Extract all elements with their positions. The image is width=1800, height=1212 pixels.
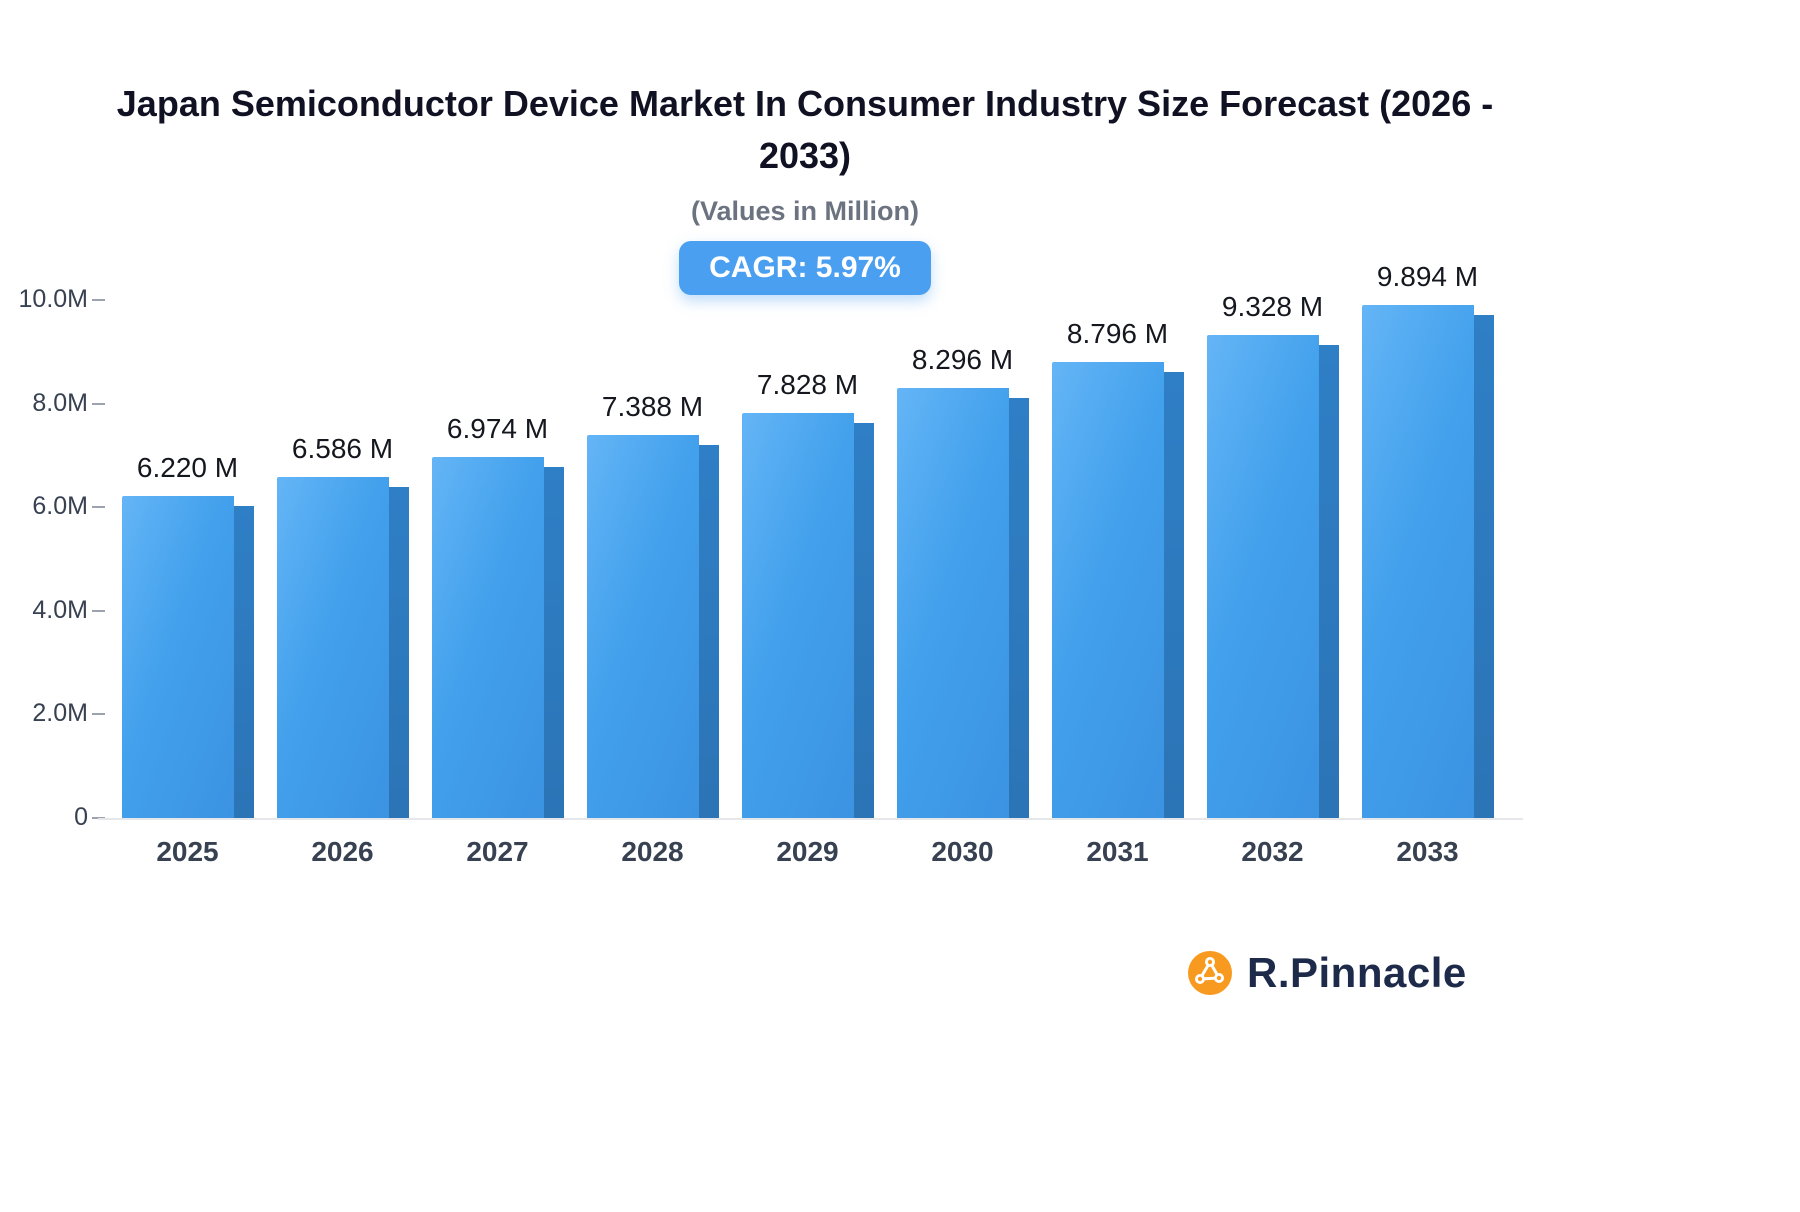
bar	[1206, 334, 1319, 818]
bar-value-label: 6.586 M	[291, 432, 394, 464]
bar-side-face	[1318, 344, 1339, 818]
x-axis-tick-label: 2032	[1241, 836, 1304, 867]
x-axis-tick-label: 2030	[931, 836, 994, 867]
bar-side-face	[853, 422, 874, 818]
y-axis-tick-mark	[92, 506, 105, 509]
bar-value-label: 6.220 M	[136, 451, 239, 483]
x-axis-tick-label: 2025	[156, 836, 219, 867]
bar-value-label: 8.796 M	[1066, 318, 1169, 350]
bar	[1051, 362, 1164, 818]
brand-name: R.Pinnacle	[1247, 949, 1467, 996]
bar-side-face	[698, 445, 719, 818]
bar	[121, 495, 234, 818]
y-axis-tick-mark	[92, 299, 105, 301]
x-axis-tick-label: 2029	[776, 836, 839, 867]
bar	[276, 476, 389, 818]
x-axis-tick-label: 2026	[311, 836, 374, 867]
network-nodes-icon	[1185, 948, 1235, 998]
bar	[896, 388, 1009, 818]
y-axis-tick-label: 8.0M	[32, 388, 88, 417]
bar-value-label: 9.328 M	[1221, 290, 1324, 322]
bar-side-face	[233, 505, 254, 818]
bar-side-face	[1473, 315, 1494, 818]
y-axis-tick-mark	[92, 609, 105, 612]
bar-side-face	[1163, 372, 1184, 818]
y-axis-tick-label: 2.0M	[32, 699, 88, 728]
y-axis-tick-label: 6.0M	[32, 492, 88, 521]
chart-subtitle: (Values in Million)	[690, 196, 920, 227]
y-axis-tick-mark	[92, 402, 105, 405]
chart-header: Japan Semiconductor Device Market In Con…	[0, 78, 1610, 296]
bar-value-label: 7.388 M	[601, 391, 704, 423]
bar-value-label: 6.974 M	[446, 412, 549, 444]
x-axis-tick-label: 2033	[1396, 836, 1459, 867]
bar	[586, 435, 699, 818]
y-axis-tick-label: 10.0M	[18, 285, 88, 313]
cagr-badge: CAGR: 5.97%	[679, 241, 931, 296]
bar	[741, 412, 854, 818]
chart-title: Japan Semiconductor Device Market In Con…	[116, 83, 1494, 177]
bar-value-label: 7.828 M	[756, 368, 859, 400]
x-axis-tick-label: 2028	[621, 836, 684, 867]
bar-value-label: 9.894 M	[1376, 261, 1479, 293]
bar-value-label: 8.296 M	[911, 344, 1014, 376]
bar-side-face	[543, 466, 564, 818]
bar	[431, 456, 544, 818]
bar-side-face	[388, 486, 409, 818]
x-axis-tick-label: 2027	[466, 836, 529, 867]
brand-logo: R.Pinnacle	[1185, 948, 1467, 998]
y-axis-tick-mark	[92, 713, 105, 716]
x-axis-tick-label: 2031	[1086, 836, 1149, 867]
bar	[1361, 305, 1474, 818]
y-axis-tick-label: 0	[74, 803, 88, 831]
y-axis-tick-label: 4.0M	[32, 595, 88, 624]
x-axis-line	[98, 818, 1523, 820]
bar-side-face	[1008, 398, 1029, 818]
